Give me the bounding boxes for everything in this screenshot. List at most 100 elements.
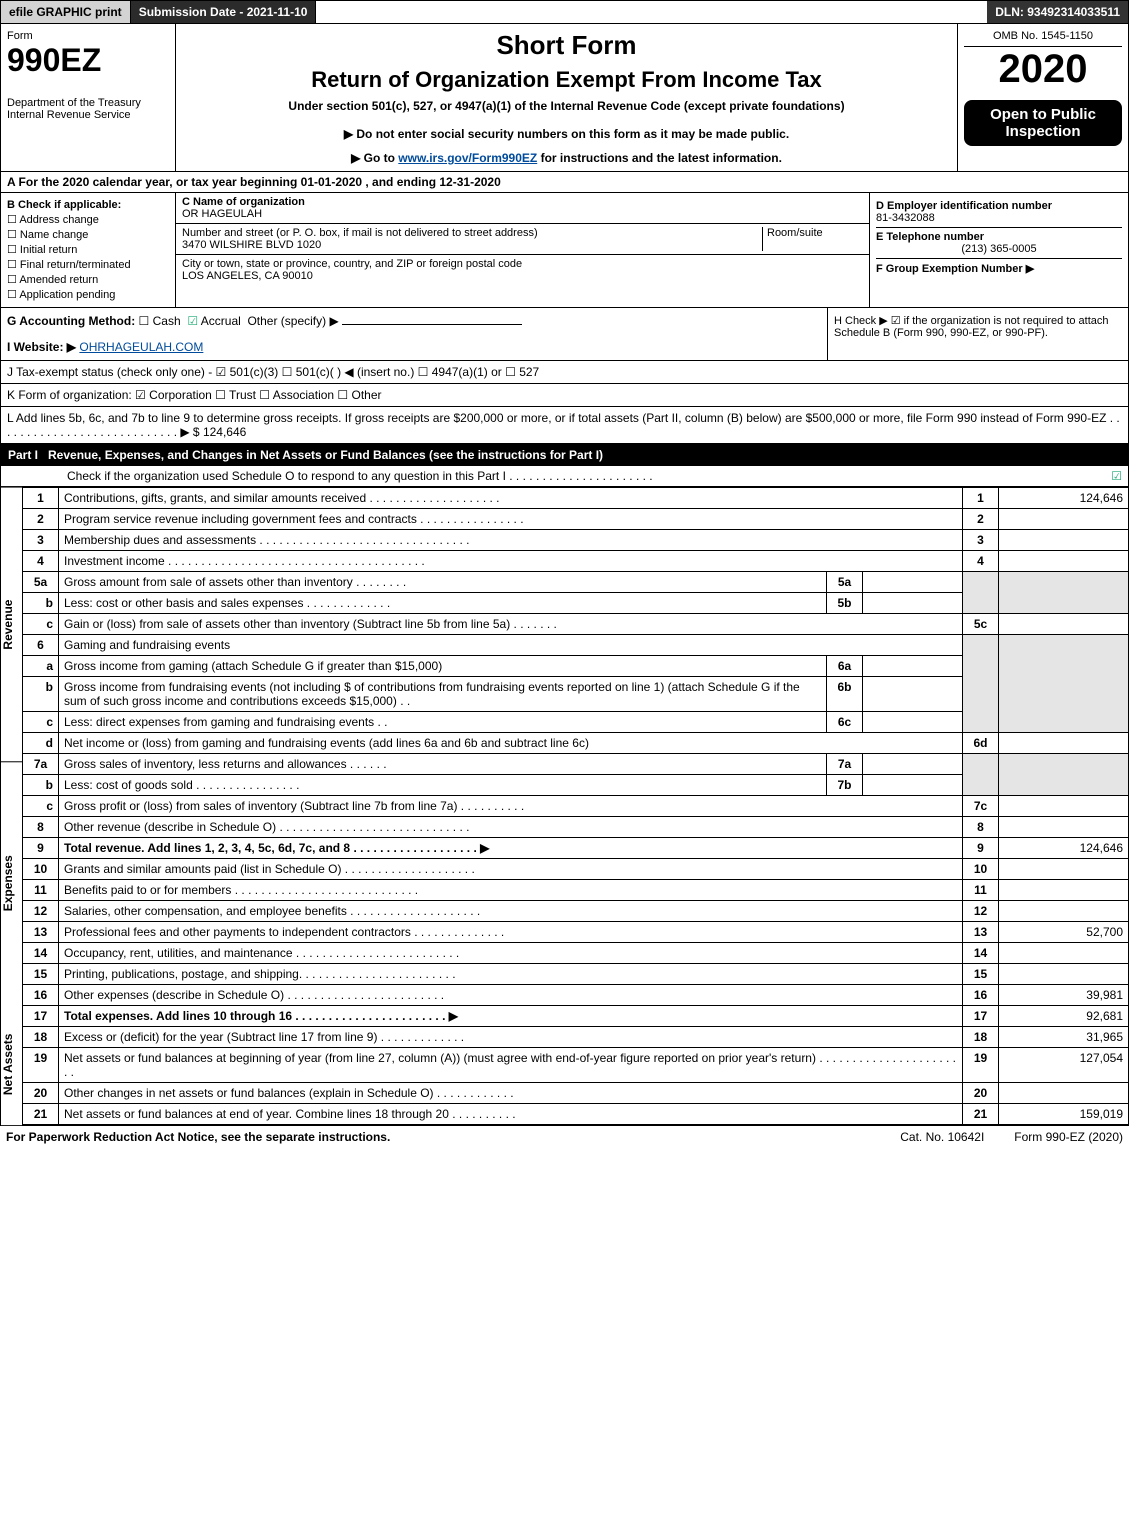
tax-year: 2020 [964, 47, 1122, 92]
goto-suffix: for instructions and the latest informat… [537, 151, 782, 165]
submission-date-label: Submission Date - 2021-11-10 [131, 1, 317, 23]
chk-cash[interactable]: Cash [139, 314, 181, 328]
chk-final-return[interactable]: Final return/terminated [7, 258, 169, 271]
part-1-header: Part I Revenue, Expenses, and Changes in… [0, 444, 1129, 466]
line-19: 19Net assets or fund balances at beginni… [23, 1048, 1129, 1083]
period-line-a: A For the 2020 calendar year, or tax yea… [0, 172, 1129, 193]
part-1-label: Part I [8, 448, 38, 462]
schedule-o-check-icon: ☑ [1111, 469, 1122, 483]
line-21: 21Net assets or fund balances at end of … [23, 1104, 1129, 1125]
chk-name-change[interactable]: Name change [7, 228, 169, 241]
box-d-label: D Employer identification number [876, 200, 1052, 212]
box-c: C Name of organization OR HAGEULAH Numbe… [176, 193, 870, 307]
box-c-name-label: C Name of organization [182, 196, 305, 208]
form-ref: Form 990-EZ (2020) [1014, 1130, 1123, 1144]
revenue-side-label: Revenue [1, 487, 22, 761]
line-8: 8Other revenue (describe in Schedule O) … [23, 817, 1129, 838]
header-center: Short Form Return of Organization Exempt… [176, 24, 958, 171]
street-value: 3470 WILSHIRE BLVD 1020 [182, 239, 321, 251]
line-6: 6Gaming and fundraising events [23, 635, 1129, 656]
line-10: 10Grants and similar amounts paid (list … [23, 859, 1129, 880]
chk-amended-return[interactable]: Amended return [7, 273, 169, 286]
box-k: K Form of organization: ☑ Corporation ☐ … [0, 384, 1129, 407]
form-word: Form [7, 30, 169, 42]
box-l: L Add lines 5b, 6c, and 7b to line 9 to … [0, 407, 1129, 444]
open-public-badge: Open to Public Inspection [964, 100, 1122, 146]
line-16: 16Other expenses (describe in Schedule O… [23, 985, 1129, 1006]
line-2: 2Program service revenue including gover… [23, 509, 1129, 530]
other-specify: Other (specify) ▶ [247, 314, 338, 328]
box-g: G Accounting Method: Cash Accrual Other … [1, 308, 828, 360]
line-20: 20Other changes in net assets or fund ba… [23, 1083, 1129, 1104]
under-section: Under section 501(c), 527, or 4947(a)(1)… [182, 99, 951, 113]
box-e-label: E Telephone number [876, 231, 984, 243]
line-5c: cGain or (loss) from sale of assets othe… [23, 614, 1129, 635]
box-d-e-f: D Employer identification number 81-3432… [870, 193, 1128, 307]
box-i-label: I Website: ▶ [7, 340, 76, 354]
line-3: 3Membership dues and assessments . . . .… [23, 530, 1129, 551]
form-number: 990EZ [7, 42, 169, 79]
box-h: H Check ▶ ☑ if the organization is not r… [828, 308, 1128, 360]
line-13: 13Professional fees and other payments t… [23, 922, 1129, 943]
line-11: 11Benefits paid to or for members . . . … [23, 880, 1129, 901]
omb-number: OMB No. 1545-1150 [964, 30, 1122, 47]
room-suite-label: Room/suite [767, 227, 823, 239]
box-h-text: H Check ▶ ☑ if the organization is not r… [834, 315, 1109, 339]
goto-instructions: ▶ Go to www.irs.gov/Form990EZ for instru… [182, 151, 951, 165]
paperwork-notice: For Paperwork Reduction Act Notice, see … [6, 1130, 390, 1144]
chk-initial-return[interactable]: Initial return [7, 243, 169, 256]
line-4: 4Investment income . . . . . . . . . . .… [23, 551, 1129, 572]
info-block: B Check if applicable: Address change Na… [0, 193, 1129, 308]
line-18: 18Excess or (deficit) for the year (Subt… [23, 1027, 1129, 1048]
cat-number: Cat. No. 10642I [900, 1130, 984, 1144]
line-6d: dNet income or (loss) from gaming and fu… [23, 733, 1129, 754]
street-label: Number and street (or P. O. box, if mail… [182, 227, 538, 239]
line-17: 17Total expenses. Add lines 10 through 1… [23, 1006, 1129, 1027]
chk-address-change[interactable]: Address change [7, 213, 169, 226]
city-label: City or town, state or province, country… [182, 258, 522, 270]
irs-link[interactable]: www.irs.gov/Form990EZ [398, 151, 537, 165]
dln-label: DLN: 93492314033511 [987, 1, 1128, 23]
return-title: Return of Organization Exempt From Incom… [182, 67, 951, 93]
short-form-title: Short Form [182, 30, 951, 61]
goto-prefix: ▶ Go to [351, 151, 398, 165]
line-9: 9Total revenue. Add lines 1, 2, 3, 4, 5c… [23, 838, 1129, 859]
line-15: 15Printing, publications, postage, and s… [23, 964, 1129, 985]
header: Form 990EZ Department of the Treasury In… [0, 24, 1129, 172]
line-14: 14Occupancy, rent, utilities, and mainte… [23, 943, 1129, 964]
line-12: 12Salaries, other compensation, and empl… [23, 901, 1129, 922]
header-left: Form 990EZ Department of the Treasury In… [1, 24, 176, 171]
city-value: LOS ANGELES, CA 90010 [182, 270, 313, 282]
top-bar: efile GRAPHIC print Submission Date - 20… [0, 0, 1129, 24]
box-j: J Tax-exempt status (check only one) - ☑… [0, 361, 1129, 384]
website-link[interactable]: OHRHAGEULAH.COM [79, 340, 203, 354]
box-b: B Check if applicable: Address change Na… [1, 193, 176, 307]
line-7c: cGross profit or (loss) from sales of in… [23, 796, 1129, 817]
phone-value: (213) 365-0005 [876, 243, 1122, 255]
box-g-label: G Accounting Method: [7, 314, 135, 328]
chk-application-pending[interactable]: Application pending [7, 288, 169, 301]
line-7a: 7aGross sales of inventory, less returns… [23, 754, 1129, 775]
expenses-side-label: Expenses [1, 761, 22, 1004]
g-h-row: G Accounting Method: Cash Accrual Other … [0, 308, 1129, 361]
part-1-table: 1Contributions, gifts, grants, and simil… [22, 487, 1129, 1125]
box-b-label: B Check if applicable: [7, 199, 169, 211]
line-5a: 5aGross amount from sale of assets other… [23, 572, 1129, 593]
netassets-side-label: Net Assets [1, 1004, 22, 1125]
box-f-label: F Group Exemption Number ▶ [876, 263, 1034, 275]
header-right: OMB No. 1545-1150 2020 Open to Public In… [958, 24, 1128, 171]
chk-accrual[interactable]: Accrual [187, 314, 240, 328]
dept-treasury: Department of the Treasury Internal Reve… [7, 97, 169, 121]
efile-print-label[interactable]: efile GRAPHIC print [1, 1, 131, 23]
page-footer: For Paperwork Reduction Act Notice, see … [0, 1125, 1129, 1148]
line-1: 1Contributions, gifts, grants, and simil… [23, 488, 1129, 509]
other-specify-line[interactable] [342, 324, 522, 325]
section-labels: Revenue Expenses Net Assets [0, 487, 22, 1125]
part-1-heading: Revenue, Expenses, and Changes in Net As… [48, 448, 603, 462]
form-990ez-page: efile GRAPHIC print Submission Date - 20… [0, 0, 1129, 1148]
schedule-o-note: Check if the organization used Schedule … [67, 469, 653, 483]
part-1-check-note: Check if the organization used Schedule … [0, 466, 1129, 487]
ein-value: 81-3432088 [876, 212, 935, 224]
org-name: OR HAGEULAH [182, 208, 262, 220]
do-not-enter-ssn: ▶ Do not enter social security numbers o… [182, 127, 951, 141]
